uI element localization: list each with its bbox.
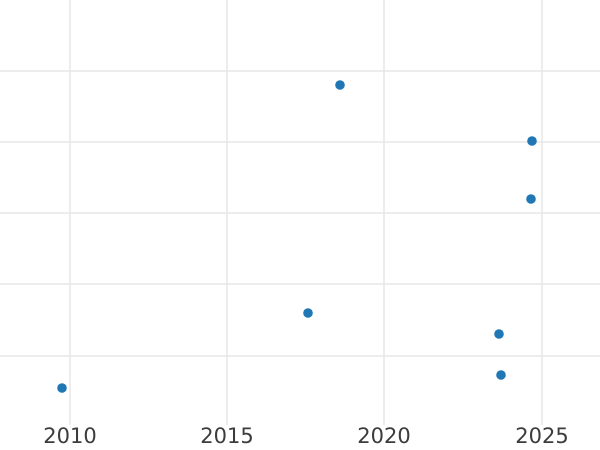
data-point	[526, 194, 536, 204]
x-tick-label: 2025	[515, 424, 568, 448]
x-tick-label: 2015	[200, 424, 253, 448]
data-point	[494, 329, 504, 339]
x-tick-label: 2020	[357, 424, 410, 448]
data-point	[303, 308, 313, 318]
x-tick-label: 2010	[43, 424, 96, 448]
data-point	[527, 136, 537, 146]
data-point	[335, 80, 345, 90]
data-point	[57, 383, 67, 393]
data-point	[496, 370, 506, 380]
